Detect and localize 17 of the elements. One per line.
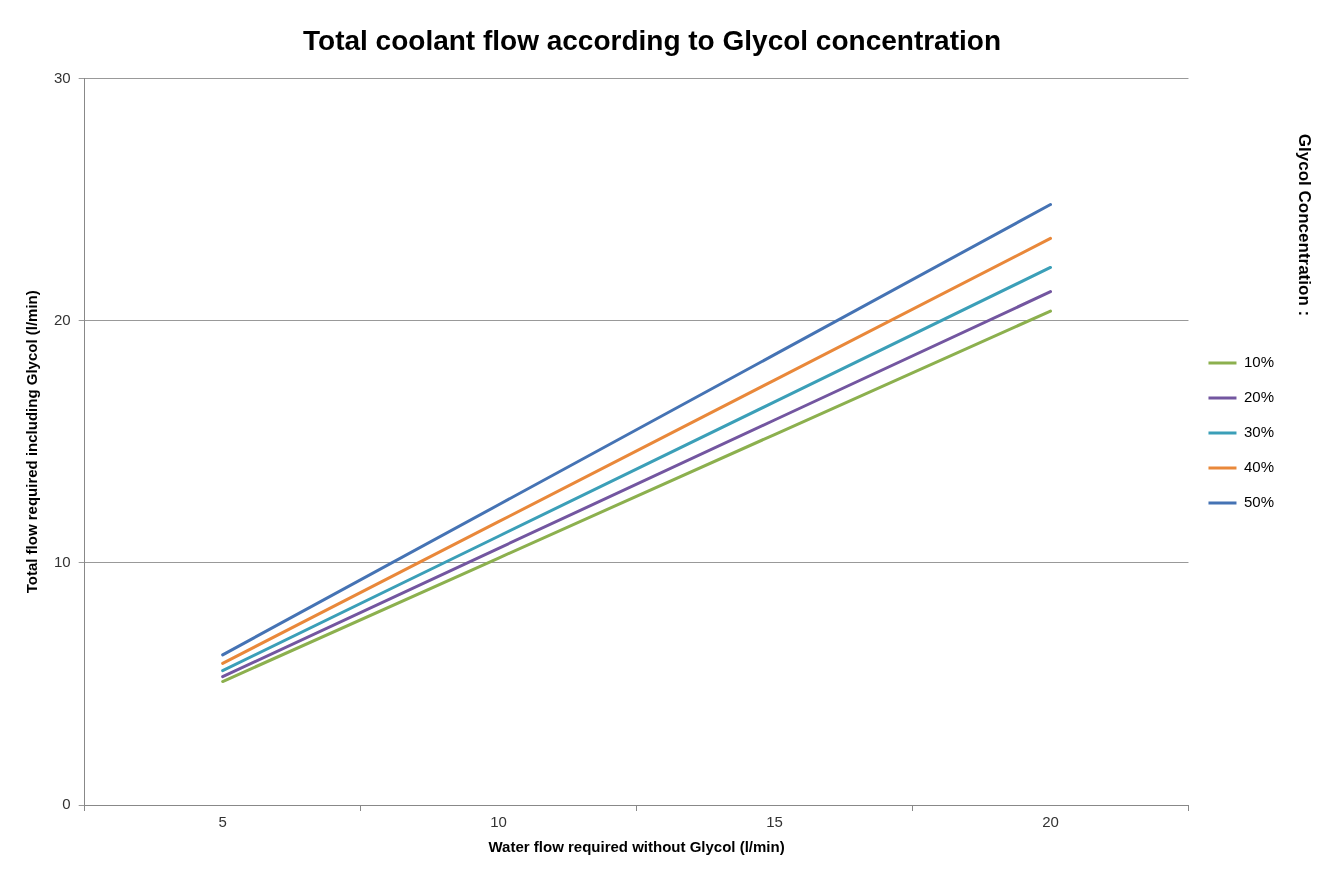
y-tick-label: 0 bbox=[62, 795, 71, 813]
legend-label: 10% bbox=[1243, 353, 1275, 371]
x-axis-title: Water flow required without Glycol (l/min) bbox=[488, 838, 785, 856]
legend-label: 40% bbox=[1243, 458, 1275, 476]
y-tick-label: 20 bbox=[54, 310, 71, 328]
x-tick-label: 15 bbox=[766, 813, 783, 831]
legend-title: Glycol Concentration : bbox=[1295, 133, 1315, 317]
legend-label: 50% bbox=[1243, 493, 1275, 511]
x-tick-label: 5 bbox=[218, 813, 227, 831]
legend-label: 20% bbox=[1243, 388, 1275, 406]
legend-label: 30% bbox=[1243, 423, 1275, 441]
y-axis-title: Total flow required including Glycol (l/min) bbox=[23, 290, 41, 594]
y-tick-label: 30 bbox=[54, 68, 71, 86]
chart-title: Total coolant flow according to Glycol concentration bbox=[303, 24, 1001, 56]
x-tick-label: 20 bbox=[1042, 813, 1059, 831]
x-tick-label: 10 bbox=[490, 813, 507, 831]
y-tick-label: 10 bbox=[54, 553, 71, 571]
